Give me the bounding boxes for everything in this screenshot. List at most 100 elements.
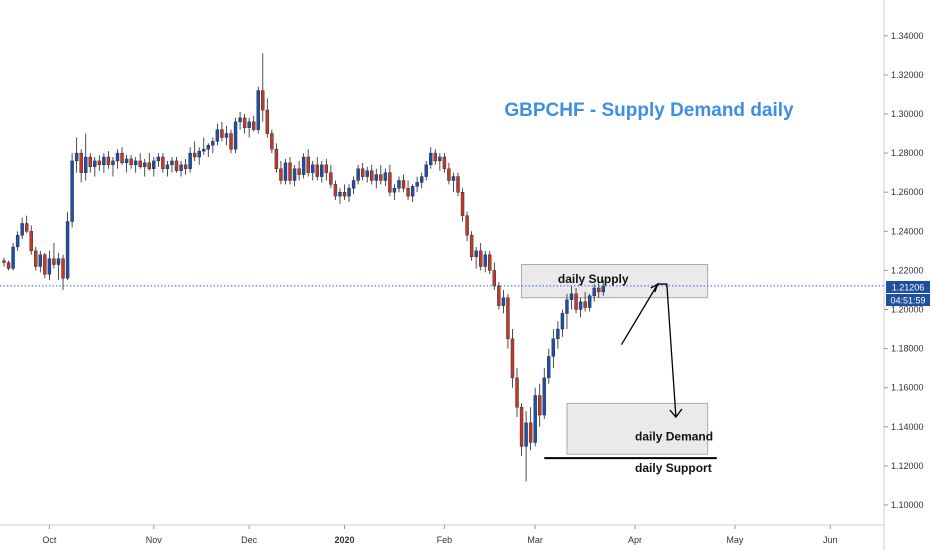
candle-body-up	[424, 164, 428, 177]
candle	[224, 125, 229, 146]
candle	[301, 153, 306, 179]
candle-body-up	[292, 168, 297, 181]
candle-body-up	[124, 158, 129, 164]
y-tick-label: 1.32000	[891, 70, 924, 80]
candle-body-down	[261, 90, 265, 111]
candle-body-down	[251, 121, 256, 130]
candle	[283, 158, 288, 185]
y-tick-label: 1.26000	[891, 187, 924, 197]
candle	[438, 153, 442, 171]
candle	[256, 86, 260, 134]
candle	[251, 115, 256, 132]
candle	[329, 164, 333, 189]
candle-body-down	[61, 258, 65, 279]
candle-body-up	[542, 377, 546, 416]
candle	[288, 157, 292, 185]
y-tick-label: 1.10000	[891, 500, 924, 510]
candle	[447, 162, 451, 185]
candle-body-down	[574, 293, 578, 310]
candle	[43, 252, 47, 279]
candle-body-up	[38, 254, 43, 267]
candle	[215, 123, 220, 146]
candle-body-up	[20, 223, 24, 236]
x-tick-label: Dec	[241, 535, 258, 545]
candle-body-up	[211, 141, 215, 146]
candle	[510, 329, 515, 388]
candle-body-up	[301, 156, 306, 175]
candle	[424, 160, 428, 181]
candle	[220, 121, 224, 142]
candle	[102, 153, 106, 173]
candle	[6, 260, 11, 271]
candle	[592, 284, 596, 302]
candle-body-down	[388, 172, 392, 193]
candle-body-down	[515, 377, 519, 408]
candle-body-down	[333, 184, 338, 197]
y-tick-label: 1.16000	[891, 383, 924, 393]
candle-body-up	[438, 156, 442, 162]
candle	[460, 188, 465, 222]
y-tick-label: 1.34000	[891, 31, 924, 41]
projection-path	[620, 283, 677, 418]
candle	[138, 153, 142, 169]
candle	[342, 184, 347, 201]
candle	[306, 149, 310, 177]
candle-body-down	[120, 152, 124, 164]
candle	[583, 291, 587, 312]
candle	[292, 164, 297, 187]
time-axis: Oct Nov Dec 2020 Feb Mar Apr May Jun	[42, 525, 838, 545]
candle-body-down	[447, 168, 451, 181]
candle-body-down	[147, 162, 151, 169]
candle	[133, 157, 138, 173]
candle-body-down	[279, 168, 283, 181]
candle-body-down	[229, 133, 233, 150]
candle-body-up	[383, 172, 388, 181]
x-tick-label: May	[726, 535, 744, 545]
candle-body-down	[79, 152, 83, 173]
candle	[320, 160, 324, 183]
candle-body-up	[197, 150, 201, 158]
candle-body-up	[569, 293, 574, 300]
x-tick-label: Nov	[146, 535, 163, 545]
candle	[406, 180, 410, 201]
candle-body-down	[315, 164, 319, 177]
y-tick-label: 1.28000	[891, 148, 924, 158]
candle-body-up	[587, 295, 592, 308]
candle	[451, 172, 456, 193]
candle	[211, 137, 215, 154]
candle-body-down	[370, 170, 374, 181]
candle	[538, 383, 542, 427]
candle-body-down	[583, 301, 587, 308]
candle-body-up	[179, 164, 183, 171]
candle	[569, 286, 574, 310]
candle	[93, 157, 97, 177]
candle-body-down	[479, 250, 483, 267]
projection-arrowhead-down	[669, 408, 683, 419]
candle-body-up	[143, 162, 147, 167]
candle-body-down	[265, 109, 270, 134]
candle	[124, 155, 129, 173]
candle	[70, 153, 74, 228]
candle	[84, 133, 88, 181]
current-price-badge	[886, 281, 930, 293]
candle	[519, 403, 524, 457]
candle-body-up	[11, 246, 15, 269]
candle	[65, 211, 70, 281]
candle-body-down	[597, 287, 601, 293]
candle	[233, 117, 238, 154]
candle-body-up	[247, 121, 251, 128]
candle-body-up	[547, 356, 551, 379]
candle-body-down	[106, 156, 111, 166]
candle-body-up	[397, 180, 401, 189]
candle	[274, 143, 279, 173]
candle-body-down	[220, 129, 224, 138]
candle-body-up	[74, 152, 79, 162]
candle-body-down	[360, 168, 365, 177]
candle-body-up	[47, 258, 52, 275]
candle	[15, 231, 20, 251]
y-tick-label: 1.22000	[891, 265, 924, 275]
candle-series	[2, 53, 605, 482]
candle	[360, 162, 365, 181]
